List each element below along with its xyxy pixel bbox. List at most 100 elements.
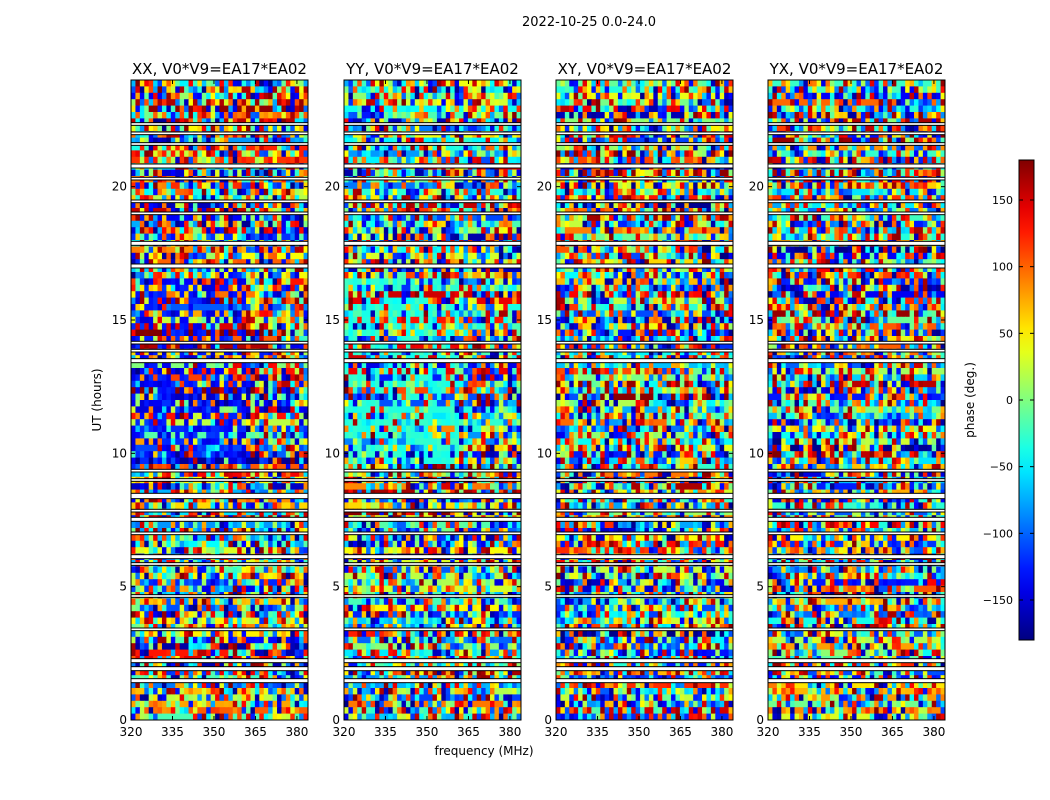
heatmap-cell bbox=[250, 297, 256, 305]
heatmap-cell bbox=[348, 208, 354, 215]
heatmap-cell bbox=[166, 630, 172, 638]
heatmap-cell bbox=[228, 387, 234, 395]
heatmap-cell bbox=[463, 214, 469, 222]
heatmap-cell bbox=[294, 457, 300, 465]
heatmap-cell bbox=[263, 227, 269, 235]
heatmap-cell bbox=[259, 201, 265, 209]
heatmap-cell bbox=[144, 630, 150, 638]
heatmap-cell bbox=[290, 444, 296, 452]
heatmap-cell bbox=[374, 208, 380, 215]
heatmap-cell bbox=[401, 144, 407, 151]
heatmap-cell bbox=[157, 630, 163, 638]
heatmap-cell bbox=[232, 323, 238, 331]
heatmap-cell bbox=[166, 521, 172, 529]
heatmap-cell bbox=[206, 304, 212, 311]
heatmap-cell bbox=[241, 694, 247, 702]
heatmap-cell bbox=[250, 713, 256, 720]
heatmap-cell bbox=[232, 361, 238, 369]
heatmap-cell bbox=[153, 400, 159, 407]
heatmap-cell bbox=[294, 649, 300, 657]
heatmap-cell bbox=[170, 432, 176, 439]
heatmap-cell bbox=[192, 214, 198, 222]
heatmap-cell bbox=[423, 99, 429, 107]
heatmap-cell bbox=[294, 329, 300, 337]
heatmap-cell bbox=[294, 502, 300, 510]
heatmap-cell bbox=[223, 636, 229, 644]
heatmap-cell bbox=[215, 412, 221, 420]
heatmap-cell bbox=[246, 284, 252, 292]
heatmap-cell bbox=[352, 156, 358, 164]
heatmap-cell bbox=[419, 99, 425, 107]
heatmap-cell bbox=[268, 342, 274, 350]
heatmap-cell bbox=[268, 572, 274, 580]
heatmap-cell bbox=[259, 246, 265, 254]
heatmap-cell bbox=[188, 694, 194, 702]
heatmap-cell bbox=[139, 201, 145, 209]
heatmap-cell bbox=[175, 624, 181, 631]
heatmap-cell bbox=[131, 496, 137, 503]
heatmap-cell bbox=[232, 643, 238, 651]
heatmap-cell bbox=[383, 188, 389, 196]
heatmap-cell bbox=[237, 92, 243, 100]
heatmap-cell bbox=[383, 201, 389, 209]
heatmap-cell bbox=[215, 496, 221, 503]
heatmap-cell bbox=[272, 688, 278, 695]
heatmap-cell bbox=[250, 233, 256, 241]
heatmap-cell bbox=[357, 86, 363, 94]
heatmap-cell bbox=[285, 464, 291, 471]
heatmap-cell bbox=[237, 227, 243, 235]
heatmap-cell bbox=[259, 310, 265, 318]
heatmap-cell bbox=[268, 707, 274, 715]
heatmap-cell bbox=[281, 380, 287, 388]
heatmap-cell bbox=[254, 304, 260, 311]
heatmap-cell bbox=[188, 361, 194, 369]
heatmap-cell bbox=[383, 150, 389, 158]
heatmap-cell bbox=[272, 707, 278, 715]
heatmap-cell bbox=[388, 188, 394, 196]
heatmap-cell bbox=[277, 99, 283, 107]
heatmap-cell bbox=[161, 105, 167, 113]
heatmap-cell bbox=[268, 425, 274, 433]
heatmap-cell bbox=[294, 700, 300, 708]
heatmap-cell bbox=[184, 124, 190, 132]
data-gap-band bbox=[131, 492, 308, 500]
heatmap-cell bbox=[454, 118, 460, 126]
heatmap-cell bbox=[228, 604, 234, 612]
heatmap-cell bbox=[414, 112, 420, 119]
heatmap-cell bbox=[259, 547, 265, 555]
heatmap-cell bbox=[170, 329, 176, 337]
heatmap-cell bbox=[303, 329, 308, 337]
heatmap-cell bbox=[148, 649, 154, 657]
heatmap-cell bbox=[184, 195, 190, 203]
heatmap-cell bbox=[215, 323, 221, 331]
heatmap-cell bbox=[175, 547, 181, 555]
heatmap-cell bbox=[237, 201, 243, 209]
heatmap-cell bbox=[272, 604, 278, 612]
heatmap-cell bbox=[246, 150, 252, 158]
heatmap-cell bbox=[277, 112, 283, 119]
heatmap-cell bbox=[281, 496, 287, 503]
heatmap-cell bbox=[366, 124, 372, 132]
heatmap-cell bbox=[268, 291, 274, 299]
heatmap-cell bbox=[161, 272, 167, 279]
heatmap-cell bbox=[192, 246, 198, 254]
heatmap-cell bbox=[277, 182, 283, 190]
heatmap-cell bbox=[237, 643, 243, 651]
heatmap-cell bbox=[223, 464, 229, 471]
heatmap-cell bbox=[188, 451, 194, 459]
heatmap-cell bbox=[357, 188, 363, 196]
heatmap-cell bbox=[131, 540, 137, 548]
heatmap-cell bbox=[281, 649, 287, 657]
heatmap-cell bbox=[241, 316, 247, 324]
heatmap-cell bbox=[161, 444, 167, 452]
heatmap-cell bbox=[170, 374, 176, 382]
heatmap-cell bbox=[299, 585, 305, 593]
heatmap-cell bbox=[219, 227, 225, 235]
heatmap-cell bbox=[153, 611, 159, 619]
heatmap-cell bbox=[170, 496, 176, 503]
heatmap-cell bbox=[153, 438, 159, 446]
heatmap-cell bbox=[157, 169, 163, 177]
heatmap-cell bbox=[197, 188, 203, 196]
heatmap-cell bbox=[281, 419, 287, 427]
heatmap-cell bbox=[303, 169, 308, 177]
